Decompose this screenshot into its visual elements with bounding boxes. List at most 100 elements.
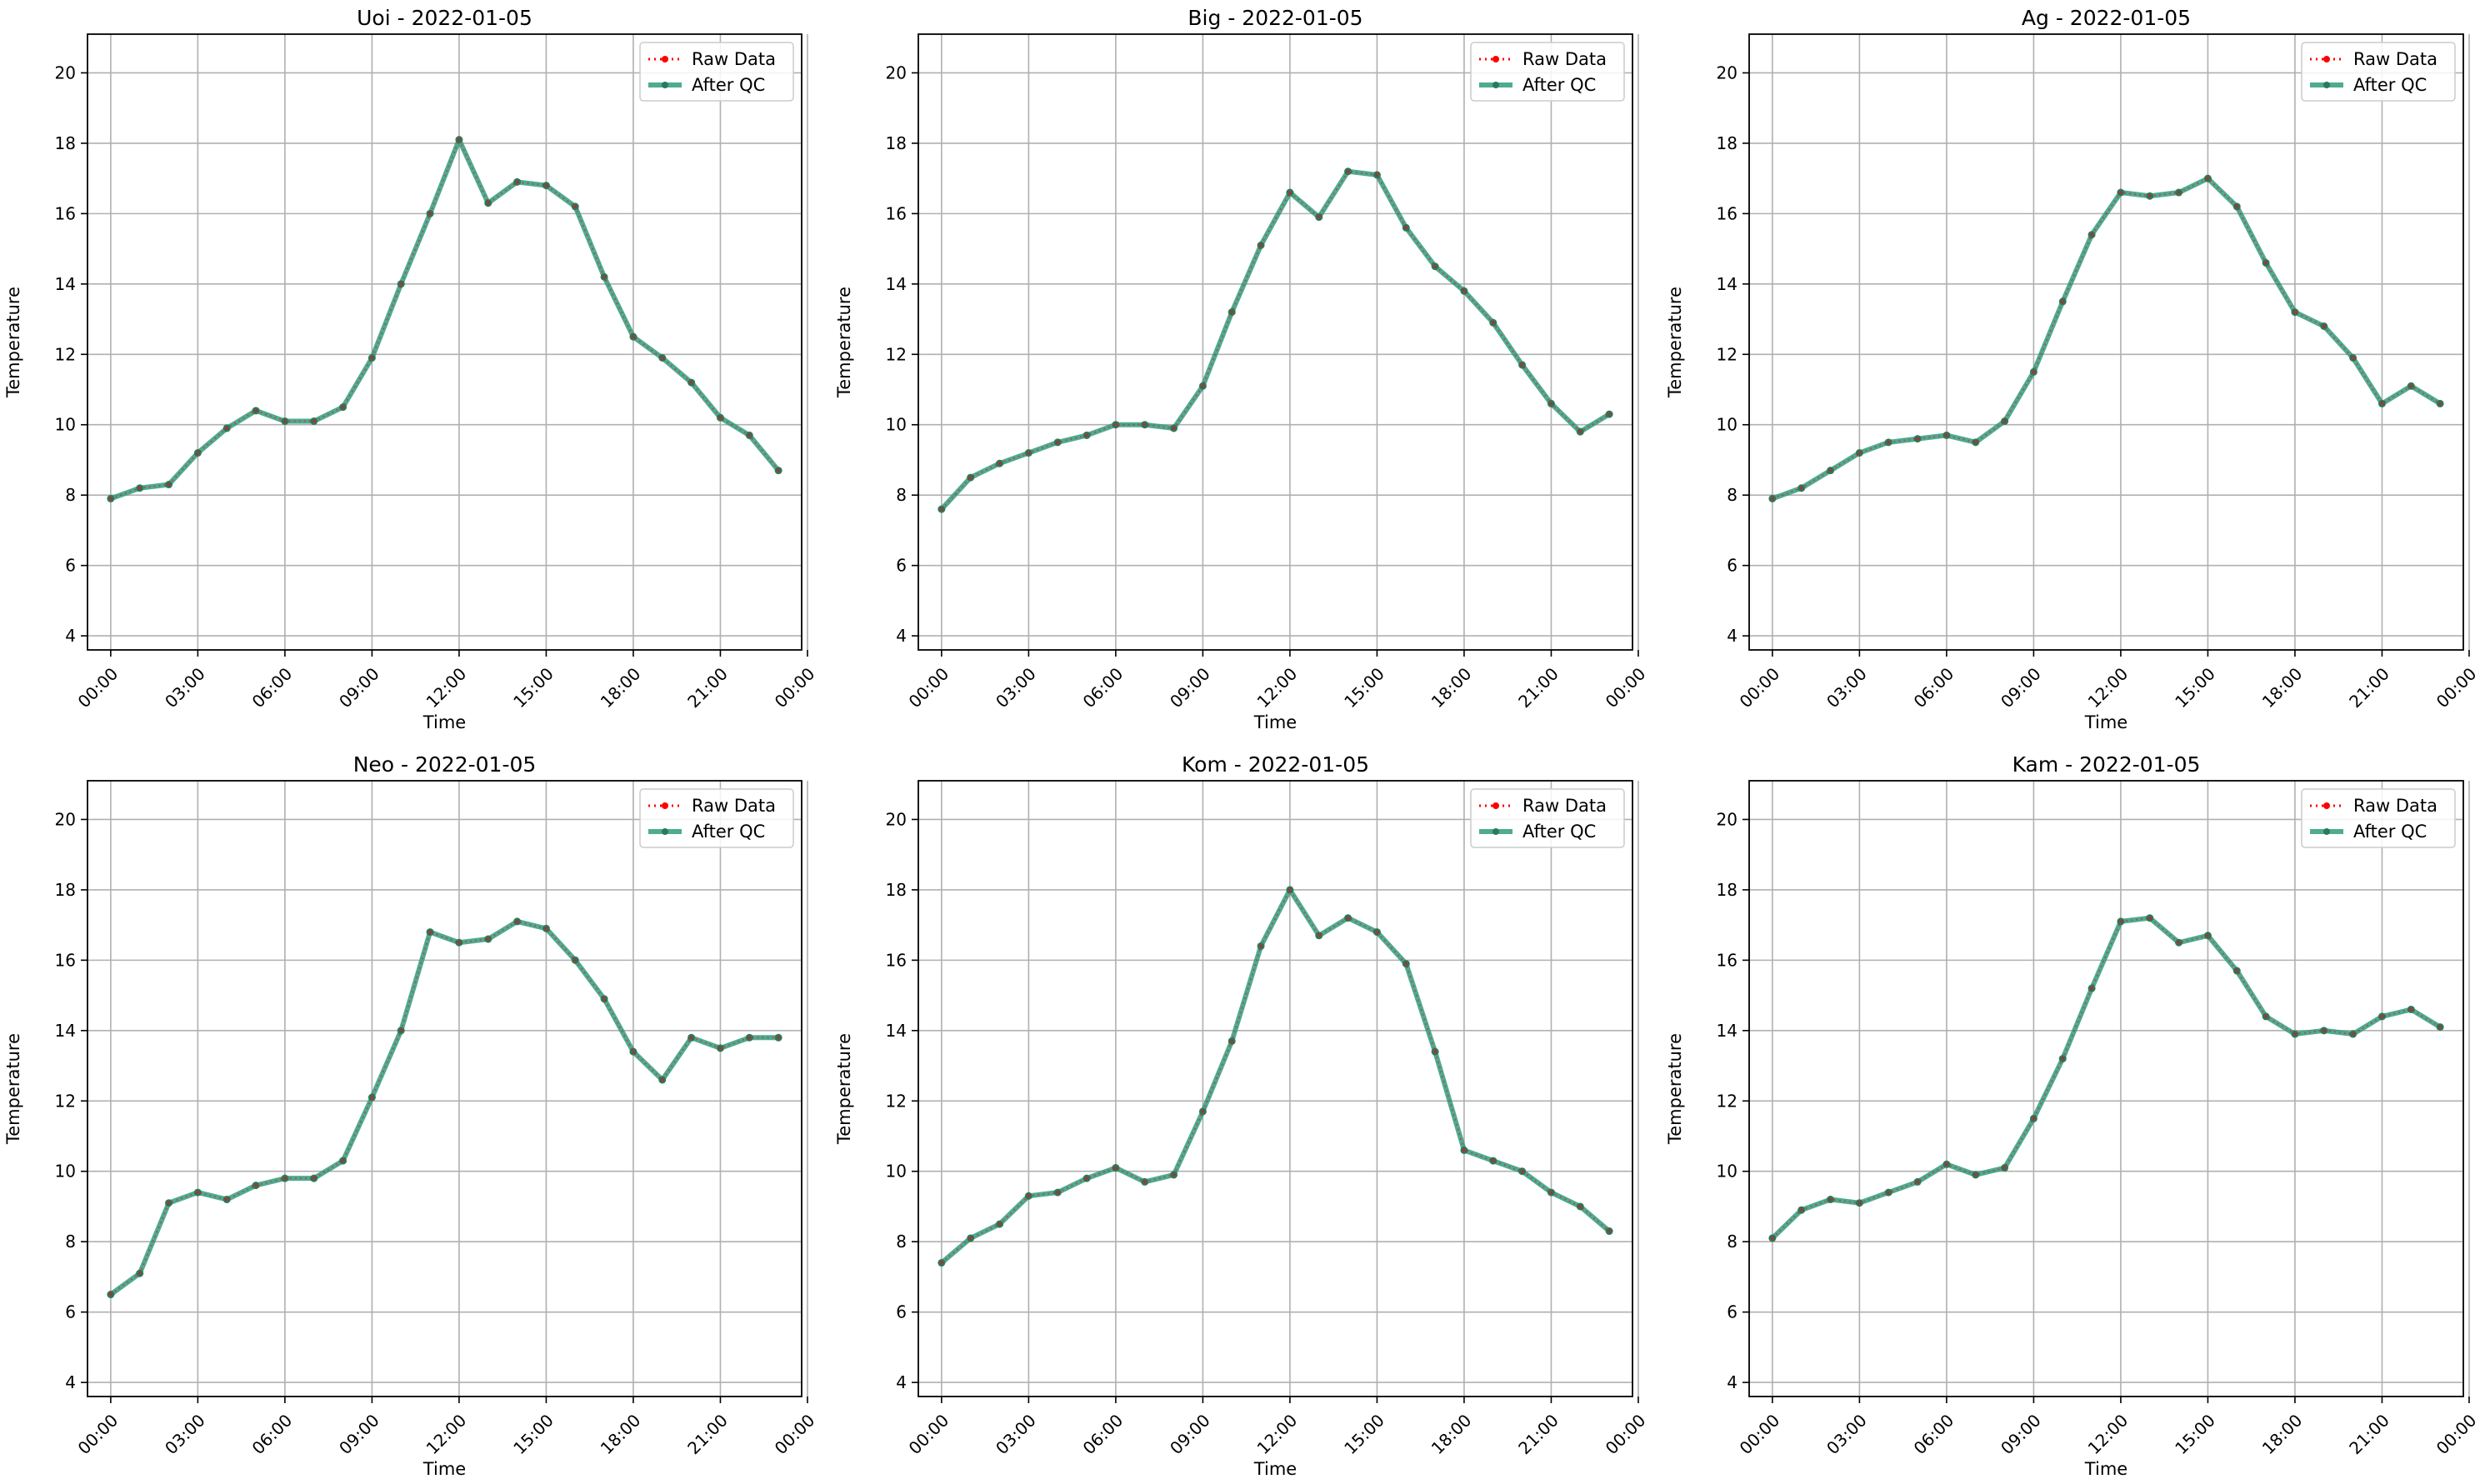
y-tick-label: 4 bbox=[65, 1372, 76, 1392]
legend-qc-marker bbox=[2323, 828, 2330, 835]
after-qc-point bbox=[2262, 1012, 2270, 1021]
y-tick-label: 10 bbox=[1717, 415, 1738, 435]
y-axis-label: Temperature bbox=[1665, 287, 1685, 398]
after-qc-point bbox=[513, 177, 522, 186]
raw-data-point bbox=[747, 1035, 752, 1040]
x-tick-label: 12:00 bbox=[2084, 663, 2132, 712]
after-qc-point bbox=[1972, 1171, 1980, 1179]
raw-data-point bbox=[2292, 1032, 2298, 1037]
y-tick-label: 14 bbox=[55, 1021, 76, 1041]
x-tick-label: 09:00 bbox=[1166, 663, 1214, 712]
x-tick-label: 21:00 bbox=[2345, 663, 2393, 712]
legend: Raw Data After QC bbox=[1470, 42, 1625, 102]
raw-data-point bbox=[1346, 169, 1351, 174]
raw-data-point bbox=[776, 1035, 781, 1040]
raw-data-point bbox=[776, 468, 781, 473]
raw-data-point bbox=[1770, 496, 1775, 501]
x-tick-label: 06:00 bbox=[1910, 1410, 1958, 1458]
after-qc-point bbox=[1518, 361, 1527, 369]
after-qc-point bbox=[2203, 174, 2212, 182]
x-tick-label: 00:00 bbox=[1602, 663, 1650, 712]
legend: Raw Data After QC bbox=[639, 42, 794, 102]
raw-data-point bbox=[1462, 288, 1467, 293]
y-axis-label: Temperature bbox=[834, 287, 854, 398]
raw-data-point bbox=[572, 957, 578, 962]
raw-data-point bbox=[253, 1183, 258, 1188]
after-qc-point bbox=[716, 413, 724, 422]
raw-data-point bbox=[1944, 432, 1949, 437]
raw-data-point bbox=[2351, 1032, 2356, 1037]
raw-data-point bbox=[253, 408, 258, 413]
raw-data-point bbox=[1886, 440, 1891, 445]
after-qc-point bbox=[222, 1196, 231, 1204]
raw-data-point bbox=[2089, 986, 2094, 991]
legend-raw-label: Raw Data bbox=[1522, 796, 1607, 816]
y-tick-label: 20 bbox=[886, 62, 907, 82]
y-tick-label: 16 bbox=[886, 203, 907, 223]
y-tick-label: 20 bbox=[55, 62, 76, 82]
x-tick-label: 00:00 bbox=[1736, 663, 1784, 712]
raw-data-point bbox=[1229, 1038, 1234, 1043]
legend-qc-label: After QC bbox=[2353, 822, 2427, 842]
raw-data-point bbox=[1374, 930, 1379, 935]
raw-data-point bbox=[1828, 1197, 1833, 1202]
raw-data-point bbox=[1142, 1179, 1148, 1184]
y-tick-label: 20 bbox=[886, 809, 907, 829]
legend-raw-marker bbox=[662, 56, 668, 62]
raw-data-point bbox=[998, 1222, 1002, 1227]
y-tick-label: 8 bbox=[65, 1232, 76, 1252]
after-qc-point bbox=[397, 280, 405, 288]
x-tick-label: 03:00 bbox=[992, 1410, 1040, 1458]
after-qc-point bbox=[1372, 928, 1381, 937]
raw-data-point bbox=[312, 1176, 317, 1181]
y-tick-label: 8 bbox=[896, 1232, 907, 1252]
raw-data-point bbox=[2089, 232, 2094, 237]
x-tick-label: 21:00 bbox=[2345, 1410, 2393, 1458]
y-tick-label: 4 bbox=[65, 626, 76, 646]
y-tick-label: 14 bbox=[886, 1021, 907, 1041]
x-tick-label: 18:00 bbox=[597, 1410, 645, 1458]
raw-data-point bbox=[2292, 310, 2298, 315]
raw-data-point bbox=[2438, 1025, 2442, 1030]
after-qc-point bbox=[1460, 1146, 1468, 1154]
x-tick-label: 03:00 bbox=[161, 663, 209, 712]
raw-data-point bbox=[602, 274, 607, 279]
raw-data-point bbox=[2205, 933, 2210, 938]
y-tick-label: 18 bbox=[1717, 880, 1738, 900]
y-tick-label: 10 bbox=[1717, 1162, 1738, 1182]
subplot-6: 00:00 03:00 06:00 09:00 12:00 15:00 18:00 21:00… bbox=[1665, 752, 2480, 1479]
x-tick-label: 12:00 bbox=[1253, 663, 1302, 712]
x-tick-label: 00:00 bbox=[1736, 1410, 1784, 1458]
x-tick-label: 15:00 bbox=[509, 663, 558, 712]
legend-raw-marker bbox=[2323, 56, 2330, 62]
raw-data-point bbox=[1432, 264, 1438, 269]
subplot-title: Kom - 2022-01-05 bbox=[1182, 752, 1369, 777]
after-qc-point bbox=[455, 938, 463, 947]
series-raw-data-line bbox=[110, 137, 779, 500]
legend-raw-marker bbox=[662, 802, 668, 809]
x-tick-label: 15:00 bbox=[2171, 1410, 2219, 1458]
raw-data-point bbox=[2002, 1166, 2008, 1171]
raw-data-point bbox=[1799, 1207, 1804, 1212]
raw-data-point bbox=[2379, 401, 2384, 406]
x-tick-label: 15:00 bbox=[1340, 663, 1388, 712]
legend-qc-marker bbox=[662, 828, 668, 835]
raw-data-point bbox=[282, 419, 288, 424]
raw-data-point bbox=[631, 1049, 636, 1054]
after-qc-point bbox=[513, 917, 522, 926]
after-qc-point bbox=[339, 403, 348, 412]
raw-data-point bbox=[1799, 486, 1804, 491]
raw-data-point bbox=[1770, 1236, 1775, 1241]
after-qc-point bbox=[542, 182, 550, 190]
raw-data-point bbox=[689, 1035, 694, 1040]
raw-data-point bbox=[1288, 887, 1292, 892]
after-qc-point bbox=[2436, 1023, 2444, 1032]
x-tick-label: 00:00 bbox=[2432, 663, 2481, 712]
x-tick-label: 03:00 bbox=[1822, 1410, 1871, 1458]
raw-data-point bbox=[1084, 432, 1089, 437]
x-tick-label: 21:00 bbox=[1514, 663, 1562, 712]
raw-data-point bbox=[1857, 1201, 1862, 1206]
after-qc-point bbox=[688, 378, 696, 387]
axes-frame bbox=[1748, 33, 2464, 651]
raw-data-point bbox=[1973, 440, 1978, 445]
